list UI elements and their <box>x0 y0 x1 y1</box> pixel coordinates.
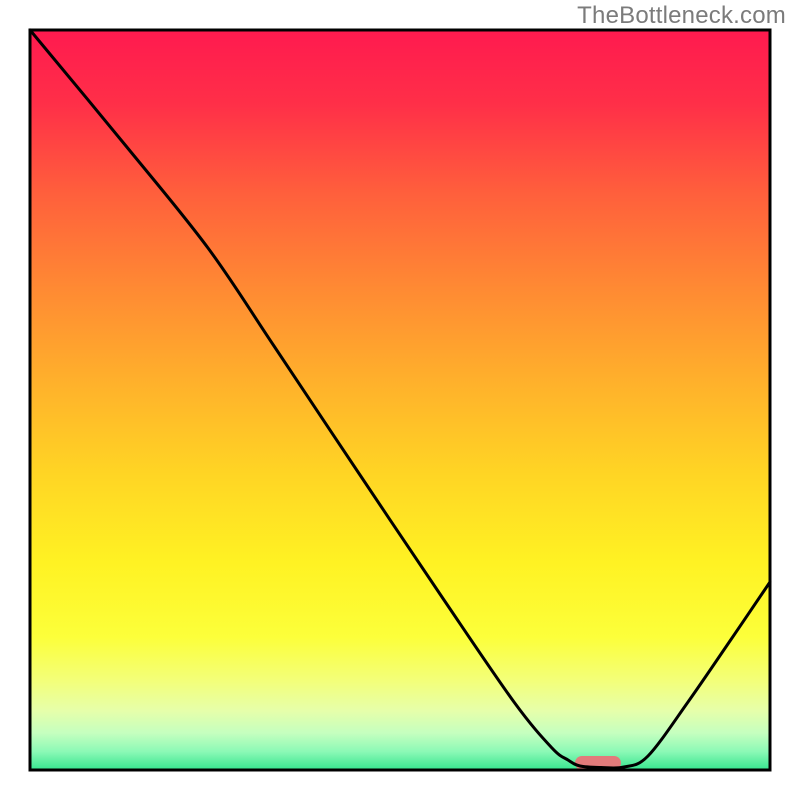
watermark-text: TheBottleneck.com <box>577 2 786 30</box>
bottleneck-chart: TheBottleneck.com <box>0 0 800 800</box>
chart-svg <box>0 0 800 800</box>
plot-background <box>30 30 770 770</box>
